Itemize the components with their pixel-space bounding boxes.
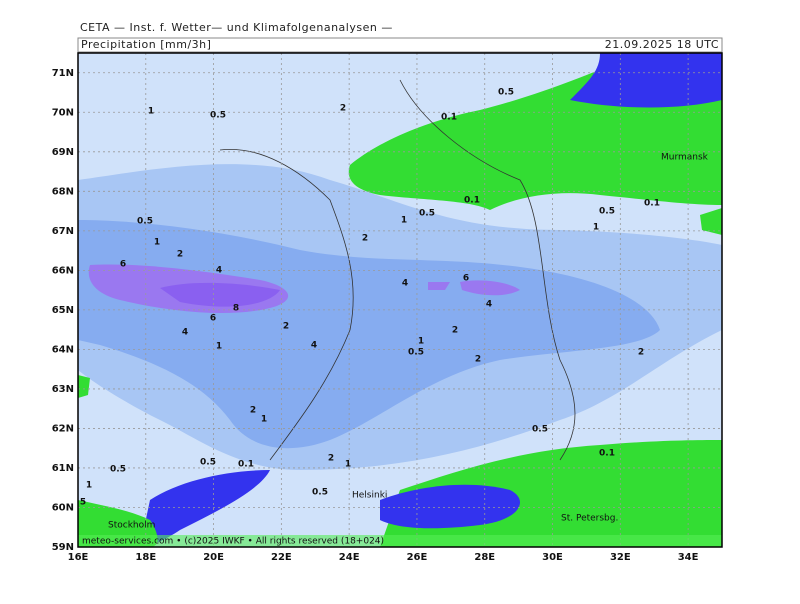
contour-label: 8	[233, 304, 239, 314]
title: Precipitation [mm/3h]	[81, 38, 211, 51]
contour-label: 0.1	[599, 449, 615, 459]
footer: meteo-services.com • (c)2025 IWKF • All …	[82, 537, 384, 547]
x-tick-label: 34E	[678, 552, 699, 563]
place-label: Helsinki	[352, 491, 387, 501]
x-tick-label: 32E	[610, 552, 631, 563]
y-tick-label: 70N	[52, 107, 74, 118]
contour-label: 2	[177, 250, 183, 260]
y-tick-label: 68N	[52, 186, 74, 197]
contour-label: 1	[216, 342, 222, 352]
contour-label: 0.5	[419, 209, 435, 219]
x-tick-label: 24E	[339, 552, 360, 563]
sea-barents	[570, 53, 722, 108]
dry-land-west	[78, 375, 90, 398]
x-tick-label: 18E	[135, 552, 156, 563]
x-tick-label: 28E	[474, 552, 495, 563]
map-area	[78, 53, 722, 547]
title-bar	[77, 37, 723, 53]
x-tick-label: 30E	[542, 552, 563, 563]
y-tick-label: 61N	[52, 463, 74, 474]
x-tick-label: 20E	[203, 552, 224, 563]
contour-label: 2	[362, 234, 368, 244]
contour-label: 4	[311, 341, 317, 351]
contour-label: 6	[463, 274, 469, 284]
y-tick-label: 64N	[52, 344, 74, 355]
contour-label: 0.5	[532, 425, 548, 435]
x-tick-label: 22E	[271, 552, 292, 563]
contour-label: 0.1	[441, 113, 457, 123]
contour-label: 1	[593, 223, 599, 233]
baltic-sea	[140, 470, 270, 547]
contour-label: 0.5	[408, 348, 424, 358]
dry-land-east	[700, 208, 722, 235]
contour-label: 1	[418, 337, 424, 347]
contour-label: 1	[86, 481, 92, 491]
contour-label: 0.5	[599, 207, 615, 217]
place-label: St. Petersbg.	[561, 514, 618, 524]
field-peak-east	[428, 280, 520, 296]
contour-label: 1	[148, 107, 154, 117]
contour-label: 2	[250, 406, 256, 416]
y-tick-label: 62N	[52, 423, 74, 434]
contour-label: 0.1	[464, 196, 480, 206]
header: CETA — Inst. f. Wetter— und Klimafolgena…	[80, 21, 393, 34]
map-frame	[77, 52, 723, 548]
contour-label: 0.1	[644, 199, 660, 209]
contour-label: 2	[638, 348, 644, 358]
contour-label: 6	[210, 314, 216, 324]
contour-label: 5	[80, 498, 86, 508]
contour-label: 2	[328, 454, 334, 464]
x-tick-label: 26E	[407, 552, 428, 563]
contour-label: 2	[283, 322, 289, 332]
place-label: Stockholm	[108, 521, 155, 531]
borders	[219, 79, 576, 461]
y-tick-label: 63N	[52, 384, 74, 395]
y-tick-label: 59N	[52, 542, 74, 553]
footer-bar	[78, 535, 722, 547]
y-tick-label: 60N	[52, 502, 74, 513]
y-tick-label: 69N	[52, 147, 74, 158]
y-tick-label: 71N	[52, 68, 74, 79]
grid	[77, 53, 722, 548]
contour-label: 1	[154, 238, 160, 248]
contour-label: 0.5	[312, 488, 328, 498]
contour-label: 0.5	[200, 458, 216, 468]
gulf-of-finland	[380, 484, 520, 529]
contour-label: 4	[216, 266, 222, 276]
contour-label: 2	[452, 326, 458, 336]
field-peak-core	[160, 282, 280, 307]
contour-label: 1	[261, 415, 267, 425]
contour-label: 6	[120, 260, 126, 270]
contour-label: 0.5	[110, 465, 126, 475]
contour-label: 2	[475, 355, 481, 365]
x-tick-label: 16E	[68, 552, 89, 563]
time: 21.09.2025 18 UTC	[605, 38, 719, 51]
contour-label: 4	[182, 328, 188, 338]
y-tick-label: 67N	[52, 226, 74, 237]
contour-label: 0.1	[238, 460, 254, 470]
contour-label: 1	[345, 460, 351, 470]
contour-label: 4	[402, 279, 408, 289]
contour-label: 0.5	[210, 111, 226, 121]
y-tick-label: 66N	[52, 265, 74, 276]
contour-label: 1	[401, 216, 407, 226]
place-label: Murmansk	[661, 153, 709, 163]
contour-label: 0.5	[137, 217, 153, 227]
contour-label: 0.5	[498, 88, 514, 98]
contour-label: 2	[340, 104, 346, 114]
y-tick-label: 65N	[52, 305, 74, 316]
contour-label: 4	[486, 300, 492, 310]
